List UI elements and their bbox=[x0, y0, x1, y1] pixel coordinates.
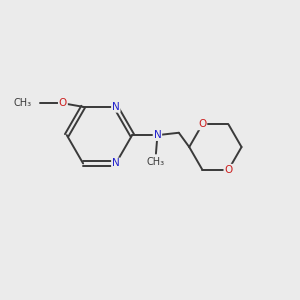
Text: N: N bbox=[112, 102, 120, 112]
Text: CH₃: CH₃ bbox=[14, 98, 32, 108]
Text: CH₃: CH₃ bbox=[147, 157, 165, 166]
Text: O: O bbox=[224, 165, 232, 175]
Text: N: N bbox=[154, 130, 161, 140]
Text: O: O bbox=[59, 98, 67, 108]
Text: N: N bbox=[112, 158, 120, 169]
Text: O: O bbox=[198, 119, 206, 129]
